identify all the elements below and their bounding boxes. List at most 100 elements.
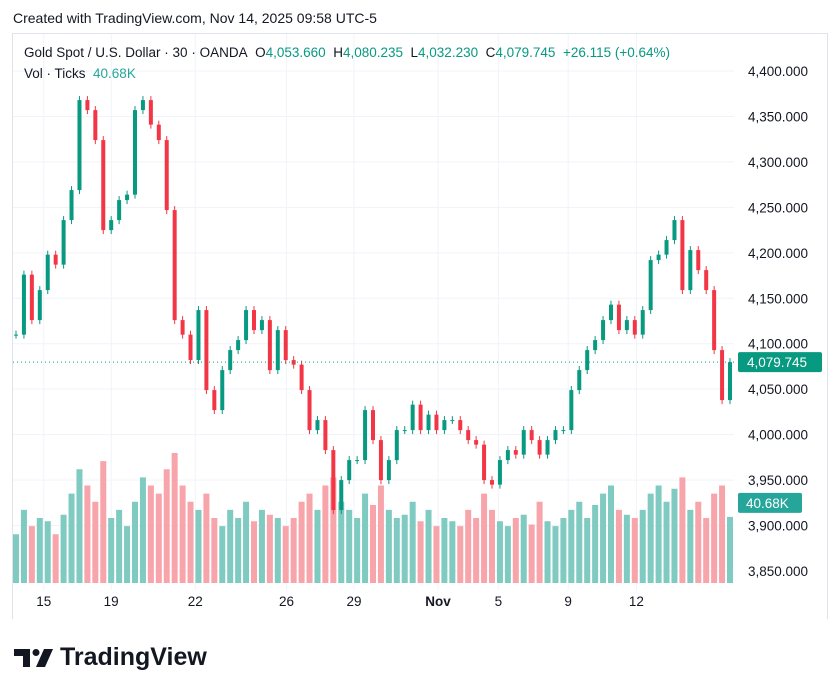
candle-body <box>418 404 423 431</box>
candle-body <box>466 430 471 441</box>
candle-body <box>553 430 558 441</box>
volume-bar <box>132 501 138 583</box>
y-tick-label: 3,900.000 <box>748 519 808 534</box>
volume-bar <box>251 521 257 583</box>
candle-body <box>188 334 193 361</box>
volume-bar <box>147 485 154 583</box>
volume-bar <box>671 488 678 583</box>
candle-body <box>69 190 74 221</box>
x-tick-label: 12 <box>629 594 644 609</box>
candle-body <box>386 460 391 481</box>
candle-body <box>275 330 280 371</box>
high-label: H <box>333 45 343 60</box>
x-tick-label: 22 <box>188 594 203 609</box>
candle-body <box>482 444 487 481</box>
candle-body <box>172 210 177 321</box>
candle-body <box>640 310 645 335</box>
volume-bar <box>433 526 440 583</box>
candle-body <box>347 460 352 481</box>
volume-bar <box>100 461 107 583</box>
candle-body <box>593 340 598 351</box>
y-tick-label: 4,150.000 <box>748 291 808 306</box>
candle-body <box>712 290 717 351</box>
symbol-title[interactable]: Gold Spot / U.S. Dollar · 30 · OANDA <box>24 45 248 60</box>
candle-body <box>315 420 320 431</box>
volume-bar <box>401 514 408 583</box>
candle-body <box>410 404 415 431</box>
y-tick-label: 4,300.000 <box>748 155 808 170</box>
volume-bar <box>457 526 464 583</box>
candle-body <box>220 370 225 411</box>
candle-body <box>402 430 407 432</box>
tradingview-logo-icon <box>14 648 53 667</box>
last-volume-label: 40.68K <box>746 496 789 511</box>
candle-body <box>704 270 709 291</box>
x-tick-label: 26 <box>279 594 294 609</box>
candle-body <box>529 430 534 441</box>
volume-bar <box>227 509 234 583</box>
candle-body <box>434 414 439 431</box>
candle-body <box>426 414 431 431</box>
volume-bar <box>600 493 607 583</box>
volume-bar <box>13 534 19 583</box>
y-tick-label: 4,400.000 <box>748 64 808 79</box>
volume-bar <box>92 501 99 583</box>
volume-bar <box>719 485 726 583</box>
candle-body <box>252 310 256 331</box>
volume-bar <box>298 501 305 583</box>
candle-body <box>196 310 201 361</box>
candle-body <box>355 460 360 462</box>
chart-frame <box>12 33 828 619</box>
volume-bar <box>124 526 131 583</box>
y-tick-label: 3,950.000 <box>748 473 808 488</box>
tradingview-logo[interactable]: TradingView <box>14 643 207 672</box>
volume-bar <box>155 493 162 583</box>
volume-bar <box>330 477 337 583</box>
volume-bar <box>243 501 250 583</box>
candle-body <box>616 304 621 331</box>
volume-bar <box>512 518 519 583</box>
x-tick-label: 15 <box>36 594 51 609</box>
volume-bar <box>465 509 472 583</box>
volume-bar <box>266 514 273 583</box>
volume-bar <box>211 518 218 583</box>
volume-bar <box>639 509 646 583</box>
volume-bar <box>496 521 503 583</box>
candle-body <box>259 320 264 331</box>
candle-body <box>537 440 542 455</box>
volume-bar <box>338 501 345 583</box>
candle-body <box>680 220 685 291</box>
candle-body <box>632 320 637 335</box>
candle-body <box>648 260 653 311</box>
volume-bar <box>584 518 591 583</box>
volume-value: 40.68K <box>93 66 136 81</box>
candle-body <box>394 430 399 461</box>
candle-body <box>236 340 241 351</box>
candle-body <box>624 320 629 331</box>
volume-bar <box>615 509 622 583</box>
volume-bar <box>76 469 83 583</box>
created-caption: Created with TradingView.com, Nov 14, 20… <box>13 10 377 26</box>
candle-body <box>140 100 145 111</box>
y-tick-label: 3,850.000 <box>748 564 808 579</box>
volume-bar <box>68 493 75 583</box>
volume-bar <box>362 493 369 583</box>
candle-body <box>609 304 613 321</box>
candle-body <box>133 110 137 195</box>
candle-body <box>77 100 82 191</box>
candle-body <box>61 220 66 265</box>
volume-bar <box>544 521 551 583</box>
candle-body <box>45 254 50 291</box>
volume-bar <box>179 485 186 583</box>
volume-bar <box>608 485 614 583</box>
candle-body <box>672 220 677 241</box>
close-label: C <box>485 45 496 60</box>
volume-label[interactable]: Vol · Ticks <box>24 66 86 81</box>
y-tick-label: 4,100.000 <box>748 337 808 352</box>
volume-bar <box>203 493 210 583</box>
candle-body <box>561 430 566 432</box>
volume-bar <box>687 509 694 583</box>
volume-bar <box>290 518 297 583</box>
last-price-badge <box>738 352 822 373</box>
